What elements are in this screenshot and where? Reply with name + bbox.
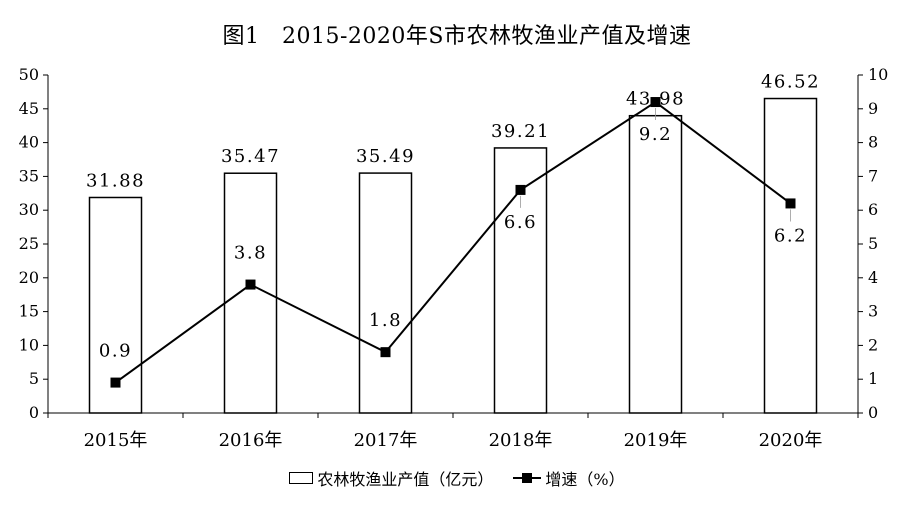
labels-group: 31.88 35.47 35.49 39.21 43.98 46.52 0.9 3.8 1.8 6… bbox=[86, 72, 820, 362]
y-left-tick-label: 0 bbox=[29, 403, 39, 422]
bar bbox=[628, 114, 683, 414]
growth-marker bbox=[245, 279, 256, 290]
y-right-tick-label: 2 bbox=[868, 335, 878, 354]
y-right-tick-label: 5 bbox=[868, 234, 878, 253]
y-right-tick-label: 10 bbox=[868, 65, 888, 84]
bar-data-label: 46.52 bbox=[761, 72, 820, 93]
y-right-tick-label: 4 bbox=[868, 268, 878, 287]
legend-line-swatch bbox=[513, 472, 542, 484]
bar-data-label: 39.21 bbox=[491, 121, 550, 142]
legend-item-bar: 农林牧渔业产值（亿元） bbox=[289, 466, 493, 490]
y-left-tick-label: 20 bbox=[19, 268, 39, 287]
y-left-tick-label: 35 bbox=[19, 166, 39, 185]
y-left-tick-label: 5 bbox=[29, 369, 39, 388]
bar-data-label: 35.47 bbox=[221, 146, 280, 167]
chart-title: 图1 2015-2020年S市农林牧渔业产值及增速 bbox=[222, 24, 692, 49]
bars-group bbox=[88, 97, 818, 414]
x-tick-label: 2019年 bbox=[624, 430, 688, 451]
bar-data-label: 35.49 bbox=[356, 146, 415, 167]
y-left-tick-label: 10 bbox=[19, 335, 39, 354]
growth-marker bbox=[380, 347, 391, 358]
growth-marker bbox=[785, 198, 796, 209]
growth-data-label: 9.2 bbox=[639, 124, 672, 145]
y-right-tick-label: 3 bbox=[868, 302, 878, 321]
line-group bbox=[110, 97, 796, 388]
legend: 农林牧渔业产值（亿元） 增速（%） bbox=[0, 466, 914, 490]
y-right-tick-label: 0 bbox=[868, 403, 878, 422]
growth-marker bbox=[110, 377, 121, 388]
growth-data-label: 3.8 bbox=[234, 243, 267, 264]
y-left-tick-label: 45 bbox=[19, 99, 39, 118]
y-right-tick-label: 1 bbox=[868, 369, 878, 388]
legend-item-line: 增速（%） bbox=[513, 466, 625, 490]
bar bbox=[358, 172, 413, 414]
y-left-tick-label: 30 bbox=[19, 200, 39, 219]
y-left-tick-label: 25 bbox=[19, 234, 39, 253]
y-right-tick-label: 7 bbox=[868, 166, 878, 185]
growth-data-label: 1.8 bbox=[369, 310, 402, 331]
bar-data-label: 31.88 bbox=[86, 170, 145, 191]
bar-data-label: 43.98 bbox=[626, 89, 685, 110]
growth-data-label: 6.6 bbox=[504, 212, 537, 233]
growth-data-label: 6.2 bbox=[774, 225, 807, 246]
legend-bar-label: 农林牧渔业产值（亿元） bbox=[317, 470, 494, 489]
growth-line bbox=[114, 100, 792, 384]
legend-bar-swatch bbox=[289, 472, 314, 484]
y-right-tick-label: 6 bbox=[868, 200, 878, 219]
x-tick-label: 2015年 bbox=[84, 430, 148, 451]
y-right-tick-label: 9 bbox=[868, 99, 878, 118]
growth-data-label: 0.9 bbox=[99, 341, 132, 362]
growth-marker bbox=[650, 97, 661, 108]
y-left-tick-label: 15 bbox=[19, 302, 39, 321]
x-tick-label: 2017年 bbox=[354, 430, 418, 451]
bar bbox=[763, 97, 818, 414]
x-tick-label: 2020年 bbox=[759, 430, 823, 451]
x-tick-label: 2016年 bbox=[219, 430, 283, 451]
y-left-tick-label: 50 bbox=[19, 65, 39, 84]
y-left-tick-label: 40 bbox=[19, 133, 39, 152]
legend-line-label: 增速（%） bbox=[545, 470, 625, 489]
x-tick-label: 2018年 bbox=[489, 430, 553, 451]
y-right-tick-label: 8 bbox=[868, 133, 878, 152]
growth-marker bbox=[515, 184, 526, 195]
bar bbox=[88, 196, 143, 414]
